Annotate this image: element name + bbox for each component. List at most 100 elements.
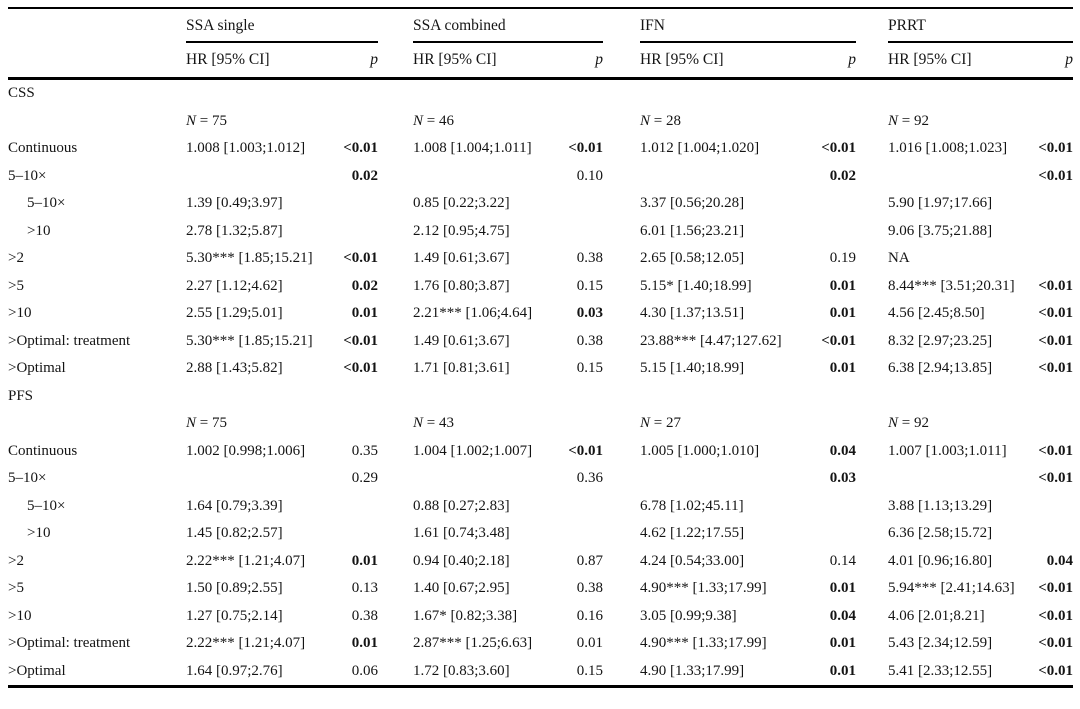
row-label: >Optimal: treatment [8,332,131,349]
hr-cell: 1.50 [0.89;2.55] [186,580,283,597]
p-value-cell: <0.01 [1038,332,1073,349]
hr-cell: 1.39 [0.49;3.97] [186,195,283,212]
p-value-cell: 0.02 [351,167,378,184]
hr-cell: 5.15 [1.40;18.99] [640,360,745,377]
table-row: >Optimal: treatment 2.22*** [1.21;4.07] 0.… [8,630,1073,658]
p-value-cell: 0.38 [576,580,603,597]
table-row: 5–10× 1.39 [0.49;3.97] 0.85 [0.22;3.22] 3.3… [8,190,1073,218]
row-label: >5 [8,277,24,294]
hr-cell: 1.005 [1.000;1.010] [640,442,760,459]
hr-cell: 0.94 [0.40;2.18] [413,552,510,569]
table-row: Continuous 1.002 [0.998;1.006] 0.35 1.004 [… [8,438,1073,466]
row-label: 5–10× [8,470,47,487]
column-group-ssa-single: SSA single [186,9,378,43]
p-value-cell: 0.16 [576,607,603,624]
column-group-ssa-combined: SSA combined [413,9,603,43]
table-row: N = 75 N = 43 N = 27 N = 92 [8,410,1073,438]
p-value-cell: 0.06 [351,662,378,679]
hr-cell: 4.56 [2.45;8.50] [888,305,985,322]
n-count-cell: N = 27 [640,415,681,432]
hr-cell: 1.71 [0.81;3.61] [413,360,510,377]
hr-cell: 0.88 [0.27;2.83] [413,497,510,514]
p-value-cell: <0.01 [821,332,856,349]
hr-cell: 5.94*** [2.41;14.63] [888,580,1015,597]
hr-cell: 2.78 [1.32;5.87] [186,222,283,239]
row-label: 5–10× [8,167,47,184]
p-value-cell: 0.38 [351,607,378,624]
p-value-cell: <0.01 [821,140,856,157]
table-bottom-rule [8,685,1073,688]
hr-cell: 1.016 [1.008;1.023] [888,140,1008,157]
p-value-cell: 0.04 [1046,552,1073,569]
p-value-cell: <0.01 [1038,167,1073,184]
table-row: >5 1.50 [0.89;2.55] 0.13 1.40 [0.67;2.95] 0.… [8,575,1073,603]
column-group-prrt: PRRT [888,9,1073,43]
hr-cell: 3.37 [0.56;20.28] [640,195,745,212]
p-value-cell: 0.01 [829,305,856,322]
p-value-cell: <0.01 [343,250,378,267]
p-value-cell: 0.15 [576,360,603,377]
p-value-cell: 0.01 [576,635,603,652]
hr-cell: 4.06 [2.01;8.21] [888,607,985,624]
n-count-cell: N = 75 [186,112,227,129]
row-label: >10 [27,525,51,542]
row-label: >Optimal: treatment [8,635,131,652]
p-value-cell: 0.03 [576,305,603,322]
hr-cell: 1.76 [0.80;3.87] [413,277,510,294]
p-value-cell: <0.01 [1038,442,1073,459]
hr-cell: 1.72 [0.83;3.60] [413,662,510,679]
group-label: IFN [640,17,665,34]
p-column-header: p [1065,51,1073,68]
hr-cell: 4.90*** [1.33;17.99] [640,580,767,597]
hr-cell: 2.65 [0.58;12.05] [640,250,745,267]
hr-cell: 3.88 [1.13;13.29] [888,497,993,514]
hr-cell: 1.002 [0.998;1.006] [186,442,306,459]
hr-cell: 5.90 [1.97;17.66] [888,195,993,212]
p-value-cell: <0.01 [343,332,378,349]
hr-cell: 5.41 [2.33;12.55] [888,662,993,679]
group-label: SSA combined [413,17,506,34]
p-value-cell: <0.01 [343,360,378,377]
p-value-cell: <0.01 [1038,140,1073,157]
table-row: >10 2.78 [1.32;5.87] 2.12 [0.95;4.75] 6.01 … [8,218,1073,246]
p-value-cell: 0.87 [576,552,603,569]
p-value-cell: 0.01 [829,277,856,294]
section-title: CSS [8,85,35,102]
hr-cell: 2.12 [0.95;4.75] [413,222,510,239]
hr-cell: 4.90*** [1.33;17.99] [640,635,767,652]
p-value-cell: 0.35 [351,442,378,459]
table-row: 5–10× 0.02 0.10 0.02 <0.01 [8,163,1073,191]
p-value-cell: 0.36 [576,470,603,487]
table-row: >10 1.45 [0.82;2.57] 1.61 [0.74;3.48] 4.62 … [8,520,1073,548]
p-value-cell: 0.14 [829,552,856,569]
hr-cell: 8.32 [2.97;23.25] [888,332,993,349]
hr-cell: 1.40 [0.67;2.95] [413,580,510,597]
p-value-cell: <0.01 [1038,360,1073,377]
table-row: >Optimal 2.88 [1.43;5.82] <0.01 1.71 [0.81;… [8,355,1073,383]
p-value-cell: <0.01 [1038,607,1073,624]
hr-cell: 2.88 [1.43;5.82] [186,360,283,377]
section-title: PFS [8,387,34,404]
n-count-cell: N = 92 [888,415,929,432]
p-column-header: p [370,51,378,68]
p-value-cell: 0.13 [351,580,378,597]
row-label: >2 [8,250,24,267]
row-label: >10 [27,222,51,239]
journal-table: SSA single SSA combined IFN PRRT HR [95%… [8,7,1073,688]
p-value-cell: 0.04 [829,442,856,459]
hr-cell: 4.01 [0.96;16.80] [888,552,993,569]
hr-cell: 2.27 [1.12;4.62] [186,277,283,294]
table-row: >10 1.27 [0.75;2.14] 0.38 1.67* [0.82;3.38]… [8,603,1073,631]
p-value-cell: 0.38 [576,250,603,267]
hr-cell: 5.30*** [1.85;15.21] [186,332,313,349]
subheader-row: HR [95% CI] p HR [95% CI] p HR [95% CI] … [8,43,1073,77]
row-label: >Optimal [8,662,66,679]
section-title-row: CSS [8,80,1073,108]
hr-cell: 3.05 [0.99;9.38] [640,607,737,624]
p-value-cell: 0.01 [351,552,378,569]
p-value-cell: 0.15 [576,277,603,294]
hr-cell: 4.62 [1.22;17.55] [640,525,745,542]
p-value-cell: 0.01 [829,662,856,679]
p-value-cell: <0.01 [1038,662,1073,679]
header-body-rule [8,77,1073,80]
